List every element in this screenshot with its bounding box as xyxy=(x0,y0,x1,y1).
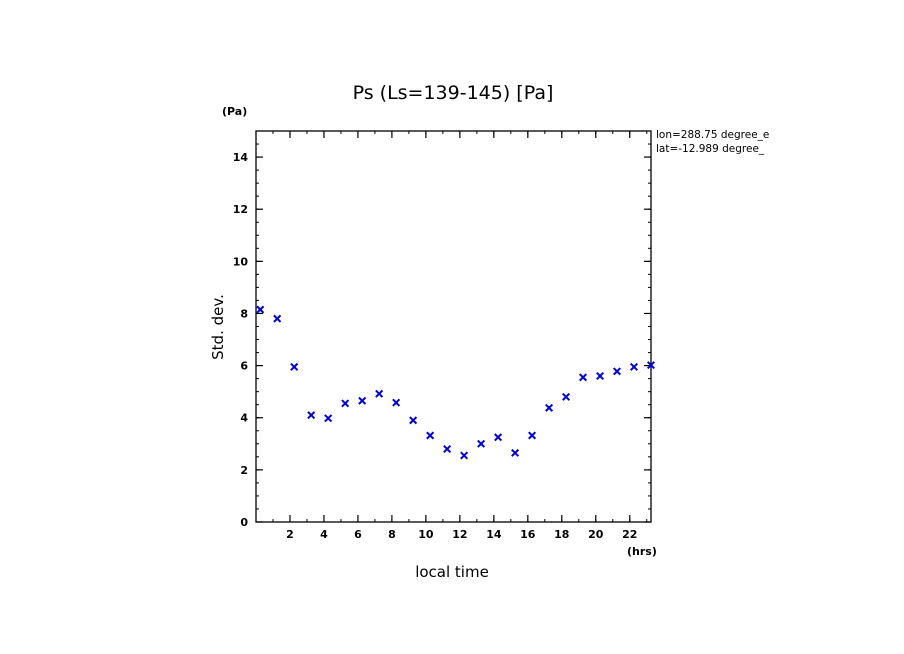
info-lat: lat=-12.989 degree_ xyxy=(656,143,765,155)
data-point xyxy=(307,411,316,420)
data-point xyxy=(358,396,367,405)
info-lon: lon=288.75 degree_e xyxy=(656,129,769,141)
y-axis-title: Std. dev. xyxy=(209,294,227,360)
y-tick-label: 12 xyxy=(233,203,248,216)
y-tick-label: 10 xyxy=(233,255,249,268)
data-point xyxy=(460,451,469,460)
x-tick-label: 20 xyxy=(588,528,604,541)
y-axis-unit: (Pa) xyxy=(222,105,247,118)
x-axis-unit: (hrs) xyxy=(627,545,657,558)
x-tick-label: 22 xyxy=(622,528,637,541)
data-point xyxy=(443,445,452,454)
data-point xyxy=(273,314,282,323)
x-tick-label: 10 xyxy=(418,528,434,541)
y-tick-label: 6 xyxy=(240,360,248,373)
x-tick-label: 6 xyxy=(354,528,362,541)
chart-title: Ps (Ls=139-145) [Pa] xyxy=(353,82,554,104)
x-axis-title: local time xyxy=(415,563,489,581)
data-point xyxy=(613,367,622,376)
data-point xyxy=(426,431,435,440)
y-tick-label: 14 xyxy=(233,151,249,164)
data-point xyxy=(477,439,486,448)
data-point xyxy=(324,414,333,423)
data-point xyxy=(511,448,520,457)
data-point xyxy=(528,431,537,440)
data-point xyxy=(596,372,605,381)
x-tick-label: 2 xyxy=(286,528,294,541)
x-tick-label: 16 xyxy=(520,528,536,541)
x-tick-label: 18 xyxy=(554,528,569,541)
data-point xyxy=(256,305,265,314)
x-tick-label: 4 xyxy=(320,528,328,541)
y-tick-label: 4 xyxy=(240,412,248,425)
data-point xyxy=(392,398,401,407)
data-point xyxy=(375,389,384,398)
y-tick-label: 2 xyxy=(240,464,248,477)
data-point xyxy=(409,416,418,425)
data-point xyxy=(630,362,639,371)
data-points xyxy=(256,305,656,460)
plot-frame xyxy=(255,130,652,523)
axes: 2 4 6 8 10 12 14 16 18 20 22 0 2 4 6 8 10 12 14 xyxy=(233,130,652,541)
data-point xyxy=(646,361,656,370)
data-point xyxy=(341,399,350,408)
data-point xyxy=(494,433,503,442)
x-tick-label: 14 xyxy=(486,528,502,541)
y-tick-label: 8 xyxy=(240,307,248,320)
y-tick-label: 0 xyxy=(240,516,248,529)
data-point xyxy=(290,362,299,371)
data-point xyxy=(562,392,571,401)
x-tick-label: 8 xyxy=(388,528,396,541)
x-tick-label: 12 xyxy=(452,528,467,541)
data-point xyxy=(579,373,588,382)
data-point xyxy=(545,403,554,412)
